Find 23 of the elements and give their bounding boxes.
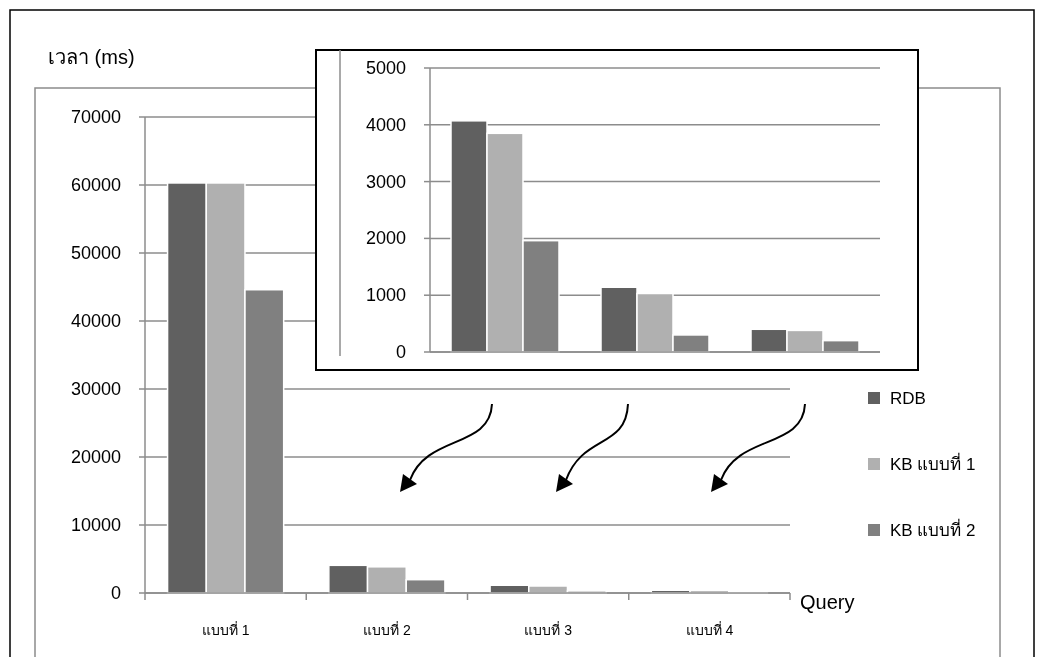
x-tick-label: แบบที่ 3 xyxy=(524,621,573,638)
y-tick-label: 70000 xyxy=(70,107,121,127)
y-tick-label: 5000 xyxy=(365,58,406,78)
y-tick-label: 1000 xyxy=(365,285,406,306)
y-tick-label: 4000 xyxy=(365,114,406,135)
y-tick-label: 30000 xyxy=(70,379,121,399)
x-axis-title: Query xyxy=(800,591,855,613)
y-tick-label: 2000 xyxy=(365,228,406,249)
legend-label: RDB xyxy=(890,389,926,408)
x-tick-label: แบบที่ 1 xyxy=(201,621,250,638)
legend-label: KB แบบที่ 2 xyxy=(890,518,976,540)
y-axis-title: เวลา (ms) xyxy=(48,46,135,68)
y-tick-label: 0 xyxy=(395,342,406,362)
y-tick-label: 60000 xyxy=(70,175,121,195)
y-tick-label: 20000 xyxy=(70,447,121,467)
y-tick-label: 0 xyxy=(110,583,121,603)
legend-label: KB แบบที่ 1 xyxy=(890,452,976,474)
y-tick-label: 3000 xyxy=(365,171,406,192)
y-tick-label: 10000 xyxy=(70,515,121,535)
x-tick-label: แบบที่ 4 xyxy=(685,621,734,638)
y-tick-label: 40000 xyxy=(70,311,121,331)
y-tick-label: 50000 xyxy=(70,243,121,263)
x-tick-label: แบบที่ 2 xyxy=(363,621,411,638)
